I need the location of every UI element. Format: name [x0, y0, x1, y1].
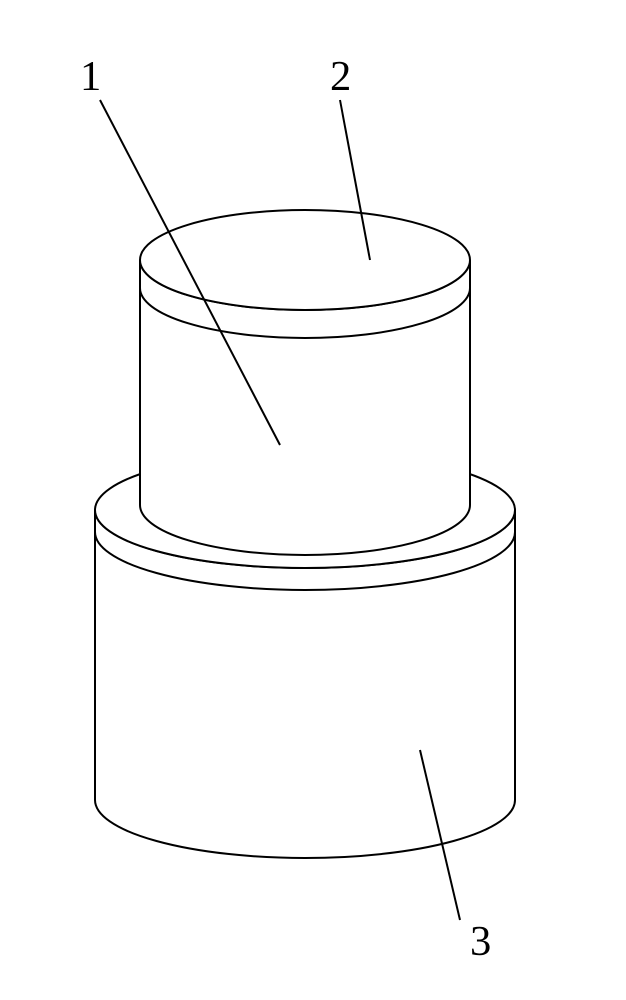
callout-label-1: 1 [80, 53, 101, 100]
callout-label-3: 3 [470, 918, 491, 965]
technical-diagram: 1 2 3 [0, 0, 626, 1000]
callout-label-2: 2 [330, 53, 351, 100]
upper-cylinder [140, 210, 470, 555]
